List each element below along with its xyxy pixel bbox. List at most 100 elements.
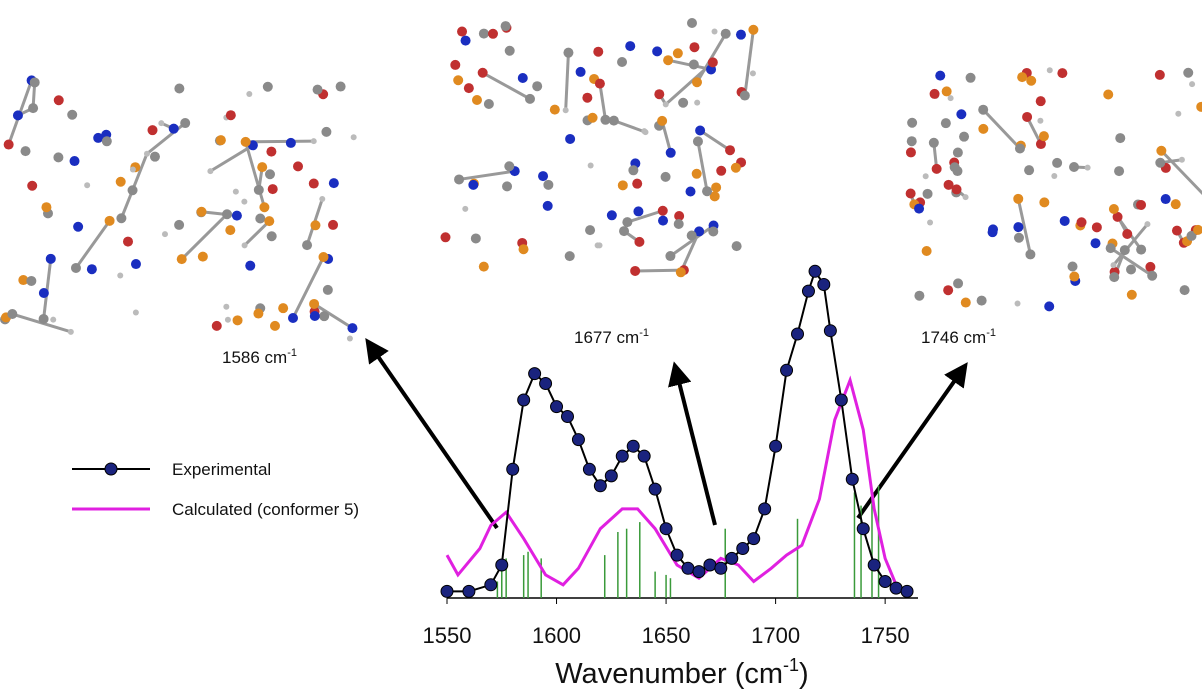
bond xyxy=(626,209,664,224)
bond xyxy=(1025,116,1043,145)
atom xyxy=(207,168,214,175)
atom xyxy=(502,181,513,192)
atom xyxy=(264,216,275,227)
atom xyxy=(1110,262,1117,269)
atom xyxy=(941,86,952,97)
atom xyxy=(269,320,280,331)
atom xyxy=(440,232,451,243)
atom xyxy=(927,219,934,226)
data-point xyxy=(648,482,662,496)
atom xyxy=(1035,96,1046,107)
atom xyxy=(20,146,31,157)
data-point xyxy=(867,558,881,572)
atom xyxy=(302,240,313,251)
atom xyxy=(500,21,511,32)
atom xyxy=(657,205,668,216)
atom xyxy=(657,115,668,126)
annotation: 1677 cm-1 xyxy=(574,327,649,347)
atom xyxy=(347,323,358,334)
atom xyxy=(255,213,266,224)
atom xyxy=(625,41,636,52)
atom xyxy=(328,219,339,230)
atom xyxy=(1044,301,1055,312)
atom xyxy=(940,118,951,129)
atom xyxy=(130,259,141,270)
data-point xyxy=(845,472,859,486)
bond xyxy=(598,83,607,121)
atom xyxy=(532,81,543,92)
atom xyxy=(267,184,278,195)
x-tick-label: 1650 xyxy=(642,623,691,648)
x-tick-label: 1700 xyxy=(751,623,800,648)
bond xyxy=(1160,149,1202,196)
atom xyxy=(462,205,469,212)
atom xyxy=(143,150,150,157)
atom xyxy=(716,165,727,176)
atom xyxy=(921,246,932,257)
data-point xyxy=(769,439,783,453)
atom xyxy=(1067,261,1078,272)
atom xyxy=(730,162,741,173)
atom xyxy=(931,163,942,174)
bond xyxy=(481,71,531,101)
data-point xyxy=(528,367,542,381)
atom xyxy=(1037,117,1044,124)
atom xyxy=(161,231,168,238)
data-point xyxy=(681,561,695,575)
atom xyxy=(549,104,560,115)
arrow xyxy=(668,361,717,526)
atom xyxy=(600,114,611,125)
atom xyxy=(1156,145,1167,156)
atom xyxy=(906,136,917,147)
atom xyxy=(1170,199,1181,210)
atom xyxy=(691,168,702,179)
atom xyxy=(487,28,498,39)
atom xyxy=(312,84,323,95)
atom xyxy=(1179,285,1190,296)
atom xyxy=(127,185,138,196)
atom xyxy=(477,67,488,78)
atom xyxy=(149,151,160,162)
atom xyxy=(262,81,273,92)
atom xyxy=(319,196,326,203)
atom xyxy=(1155,157,1166,168)
atom xyxy=(457,26,468,37)
atom xyxy=(1069,162,1080,173)
atom xyxy=(593,46,604,57)
atom xyxy=(67,328,74,335)
atom xyxy=(132,309,139,316)
atom xyxy=(949,162,960,173)
atom xyxy=(965,72,976,83)
atom xyxy=(1046,67,1053,74)
atom xyxy=(543,179,554,190)
atom xyxy=(1090,238,1101,249)
atom xyxy=(253,184,264,195)
atom xyxy=(988,224,999,235)
atom xyxy=(240,136,251,147)
atom xyxy=(29,77,40,88)
data-point xyxy=(725,551,739,565)
atom xyxy=(1069,271,1080,282)
bond xyxy=(244,141,266,208)
data-point xyxy=(495,558,509,572)
data-point xyxy=(780,363,794,377)
atom xyxy=(450,59,461,70)
atom xyxy=(1017,72,1028,83)
bond xyxy=(131,153,149,191)
atom xyxy=(688,59,699,70)
atom xyxy=(914,290,925,301)
atom xyxy=(619,226,630,237)
atom xyxy=(308,178,319,189)
atom xyxy=(695,125,706,136)
data-point xyxy=(604,469,618,483)
x-axis-label: Wavenumber (cm-1) xyxy=(555,655,808,690)
atom xyxy=(26,275,37,286)
atom xyxy=(253,308,264,319)
atom xyxy=(634,236,645,247)
data-point xyxy=(692,565,706,579)
data-point xyxy=(808,264,822,278)
data-point xyxy=(758,502,772,516)
atom xyxy=(259,202,270,213)
atom xyxy=(662,101,669,108)
atom xyxy=(905,147,916,158)
